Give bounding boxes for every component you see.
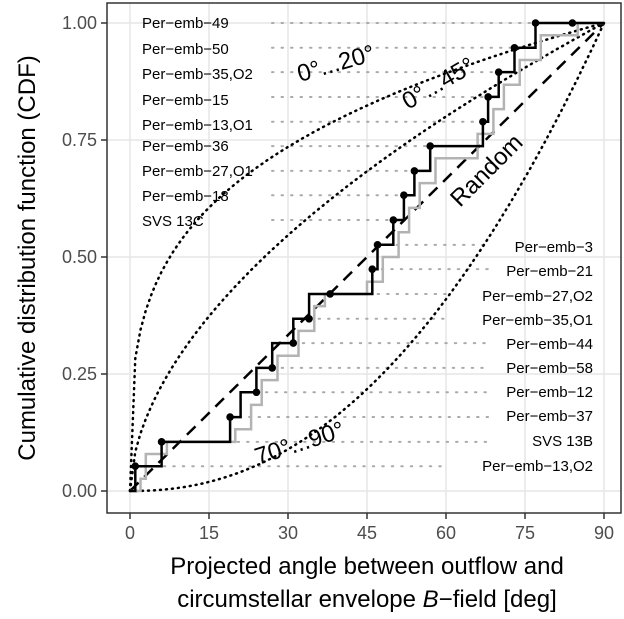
x-axis-title-suffix: −field [deg] bbox=[439, 586, 557, 613]
data-point bbox=[373, 241, 382, 249]
data-point bbox=[484, 93, 492, 101]
plot-panel-border bbox=[106, 2, 622, 514]
y-axis-title: Cumulative distribution function (CDF) bbox=[14, 55, 41, 460]
random-line bbox=[129, 22, 605, 492]
data-point bbox=[389, 216, 398, 224]
x-tick-label: 60 bbox=[436, 523, 456, 543]
curve-70-90 bbox=[128, 21, 606, 493]
right-source-label: Per−emb−37 bbox=[506, 408, 593, 425]
data-point bbox=[531, 19, 540, 27]
curve-0-45 bbox=[128, 21, 606, 493]
right-source-label: Per−emb−35,O1 bbox=[482, 312, 593, 329]
data-point bbox=[426, 142, 435, 150]
data-point bbox=[289, 339, 298, 347]
data-point bbox=[479, 117, 487, 126]
observed-cdf bbox=[130, 19, 604, 493]
data-point bbox=[510, 44, 519, 52]
right-source-label: Per−emb−21 bbox=[506, 263, 593, 280]
curve-0-20 bbox=[128, 21, 606, 493]
data-point bbox=[268, 364, 277, 372]
annotation-0-20: 0°...20° bbox=[294, 40, 378, 88]
data-point bbox=[368, 265, 377, 273]
left-source-label: Per−emb−13,O1 bbox=[142, 117, 253, 134]
data-point bbox=[494, 68, 503, 76]
right-source-label: Per−emb−12 bbox=[506, 384, 593, 401]
data-point bbox=[400, 191, 408, 200]
left-source-label: Per−emb−35,O2 bbox=[142, 66, 253, 83]
annotation-70-90: 70°...90° bbox=[252, 416, 348, 470]
x-axis-title-line1: Projected angle between outflow and bbox=[170, 553, 564, 580]
x-tick-label: 0 bbox=[125, 523, 135, 543]
y-tick-label: 0.00 bbox=[62, 481, 97, 501]
x-axis-title-prefix: circumstellar envelope bbox=[177, 586, 422, 613]
x-tick-label: 30 bbox=[278, 523, 298, 543]
right-source-label: SVS 13B bbox=[532, 433, 593, 450]
left-source-label: Per−emb−15 bbox=[142, 92, 229, 109]
left-source-label: Per−emb−27,O1 bbox=[142, 163, 253, 180]
y-tick-label: 0.25 bbox=[62, 364, 97, 384]
data-point bbox=[568, 19, 577, 27]
y-tick-label: 0.75 bbox=[62, 130, 97, 150]
x-axis-title-line2: circumstellar envelope B−field [deg] bbox=[177, 586, 557, 613]
right-source-label: Per−emb−13,O2 bbox=[482, 458, 593, 475]
left-source-label: Per−emb−18 bbox=[142, 188, 229, 205]
theory-curves bbox=[128, 21, 606, 493]
data-point bbox=[305, 314, 313, 323]
source-labels: Per−emb−49 Per−emb−50 Per−emb−35,O2 Per−emb… bbox=[142, 15, 593, 475]
data-point bbox=[131, 462, 140, 470]
left-source-label: Per−emb−36 bbox=[142, 138, 229, 155]
right-source-label: Per−emb−44 bbox=[506, 336, 593, 353]
grid bbox=[107, 3, 621, 513]
left-source-label: SVS 13C bbox=[142, 213, 204, 230]
grey-step-cdf bbox=[130, 21, 604, 493]
data-point bbox=[157, 438, 166, 446]
data-point bbox=[326, 290, 334, 298]
right-source-label: Per−emb−58 bbox=[506, 360, 593, 377]
right-source-label: Per−emb−3 bbox=[515, 239, 593, 256]
left-source-label: Per−emb−49 bbox=[142, 15, 229, 32]
axes: 0 15 30 45 60 75 90 0.00 0.25 0.50 0.75 1.00 bbox=[62, 13, 614, 543]
y-tick-label: 1.00 bbox=[62, 13, 97, 33]
x-tick-label: 45 bbox=[357, 523, 377, 543]
x-axis-title-italic: B bbox=[423, 586, 439, 613]
data-point bbox=[252, 388, 261, 397]
x-tick-label: 15 bbox=[199, 523, 219, 543]
x-tick-label: 75 bbox=[515, 523, 535, 543]
data-point bbox=[226, 413, 234, 421]
x-tick-label: 90 bbox=[594, 523, 614, 543]
data-point bbox=[410, 167, 419, 175]
right-source-label: Per−emb−27,O2 bbox=[482, 288, 593, 305]
annotation-0-45: 0°...45° bbox=[398, 52, 480, 115]
label-guides bbox=[134, 22, 574, 468]
y-tick-label: 0.50 bbox=[62, 247, 97, 267]
annotation-random: Random bbox=[445, 129, 528, 212]
left-source-label: Per−emb−50 bbox=[142, 41, 229, 58]
